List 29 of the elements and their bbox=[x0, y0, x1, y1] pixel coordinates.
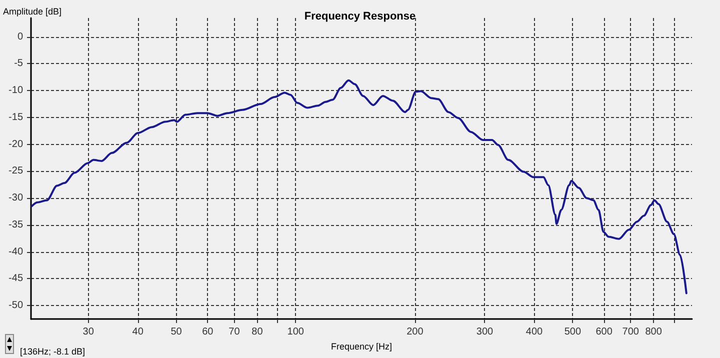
y-tick-label: -20 bbox=[8, 138, 24, 150]
y-tick-label: -25 bbox=[8, 166, 24, 177]
y-tick-label: -5 bbox=[14, 58, 24, 70]
x-tick-label: 100 bbox=[287, 326, 304, 338]
x-tick-label: 200 bbox=[406, 326, 424, 338]
y-tick-label: -30 bbox=[8, 192, 24, 204]
x-tick-label: 70 bbox=[228, 326, 240, 338]
x-tick-label: 40 bbox=[132, 326, 144, 338]
x-tick-label: 600 bbox=[596, 326, 613, 338]
y-tick-label: -35 bbox=[8, 219, 24, 230]
x-tick-label: 30 bbox=[82, 326, 94, 338]
y-axis-title: Amplitude [dB] bbox=[3, 6, 62, 16]
y-tick-label: -15 bbox=[8, 112, 24, 123]
x-tick-label: 60 bbox=[202, 326, 214, 338]
y-tick-label: -10 bbox=[8, 85, 24, 96]
y-tick-label: -50 bbox=[8, 300, 24, 312]
x-tick-label: 400 bbox=[526, 326, 544, 338]
y-tick-label: -40 bbox=[8, 246, 24, 258]
x-axis-title: Frequency [Hz] bbox=[330, 341, 392, 352]
text: [136Hz; -8.1 dB] bbox=[20, 346, 86, 356]
y-tick-label: -45 bbox=[8, 273, 24, 284]
chart-title: Frequency Response bbox=[304, 10, 416, 22]
x-tick-label: 300 bbox=[476, 326, 494, 338]
x-tick-label: 700 bbox=[622, 326, 640, 338]
y-tick-label: 0 bbox=[17, 31, 24, 42]
x-tick-label: 800 bbox=[645, 326, 662, 338]
x-tick-label: 500 bbox=[564, 326, 582, 338]
x-tick-label: 80 bbox=[252, 326, 264, 338]
x-tick-label: 50 bbox=[170, 326, 182, 338]
